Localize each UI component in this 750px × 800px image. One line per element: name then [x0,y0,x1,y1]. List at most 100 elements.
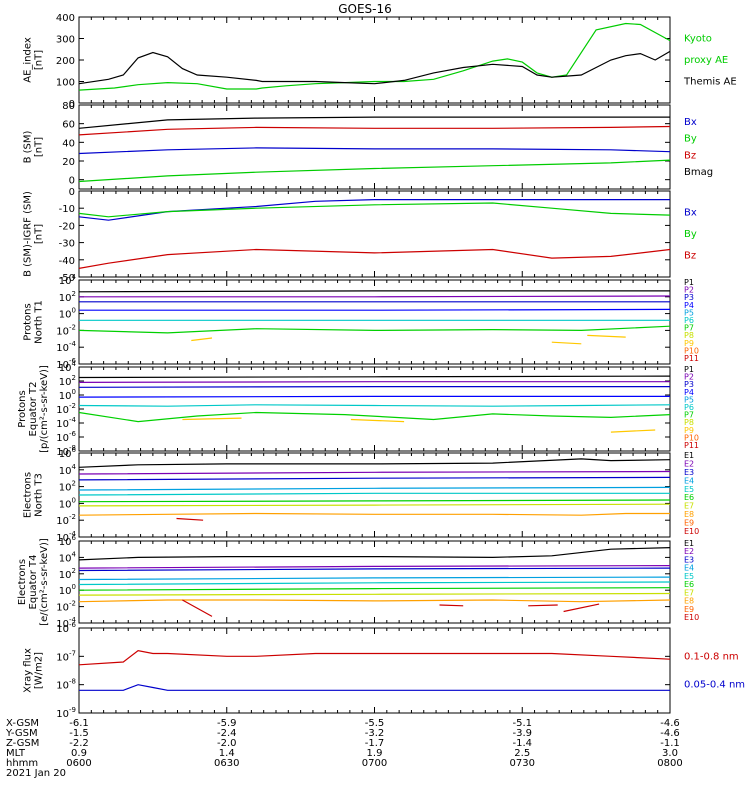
y-tick-label: 10-6 [56,621,76,635]
legend-entry: E5 [684,485,694,494]
y-tick-label: 104 [59,550,77,564]
y-tick-label: -50 [59,273,75,284]
x-axis-value: -5.5 [365,718,385,729]
series-line [182,599,213,617]
legend-entry: proxy AE [684,55,728,66]
legend-entry: 0.1-0.8 nm [684,651,739,662]
series-line [78,147,671,155]
legend-entry: P8 [684,418,694,427]
series-line [587,334,626,338]
legend-entry: P10 [684,433,699,442]
date-label: 2021 Jan 20 [6,768,66,779]
legend-entry: 0.05-0.4 nm [684,680,745,691]
y-tick-label: -10 [59,204,75,215]
legend-entry: E4 [684,564,694,573]
panel-frame [78,279,671,365]
series-line [78,125,671,136]
legend-entry: P4 [684,301,694,310]
series-line [528,604,558,607]
legend-entry: P7 [684,411,694,420]
x-axis-value: -1.5 [69,728,89,739]
legend-entry: P10 [684,346,699,355]
series-line [176,517,204,521]
x-axis-row-label: Z-GSM [6,738,39,749]
panel-1: 0 100 200 300 400 AE_index [nT] Kyoto proxy AE Th… [23,13,737,110]
y-axis-label: Protons [17,390,28,427]
legend-entry: P11 [684,441,699,450]
series-line [350,418,405,423]
series-line [79,295,671,298]
y-tick-label: 10-6 [56,430,76,444]
legend-entry: P5 [684,395,694,404]
x-axis-value: 0800 [657,758,682,769]
legend-entry: E1 [684,451,694,460]
legend-entry: E6 [684,493,694,502]
series-line [78,492,670,496]
y-axis-label: Equator T4 [28,555,39,610]
legend-entry: P9 [684,426,694,435]
y-tick-label: 100 [56,78,75,89]
y-axis-label: AE_index [23,37,34,83]
legend-entry: E6 [684,580,694,589]
series-line [78,592,671,596]
y-tick-label: 10-2 [56,323,76,337]
y-axis-label: [nT] [34,224,45,244]
panel-7: 10-4 10-2 100 102 104 106 Electrons Equator T4[… [17,534,699,630]
legend-entry: Themis AE [683,77,737,88]
x-axis-value: -4.6 [660,728,680,739]
legend-entry: P9 [684,339,694,348]
series-line [78,581,671,586]
series-line [78,564,671,569]
y-axis-label: [nT] [34,50,45,70]
legend-entry: By [684,229,697,240]
y-axis-label: [e/(cm²-s-sr-keV)] [39,538,50,626]
y-tick-label: 10-4 [56,530,76,544]
panel-frame [78,627,671,714]
legend-entry: Bz [684,150,696,161]
y-tick-label: -30 [59,239,75,250]
y-axis-label: [W/m2] [34,652,45,689]
y-tick-label: 10-2 [56,513,76,527]
legend-entry: Bx [684,117,697,128]
legend-entry: E10 [684,613,699,622]
x-axis-value: -4.6 [660,718,680,729]
series-line [78,159,671,183]
series-line [78,599,671,603]
legend-entry: By [684,134,697,145]
y-tick-label: 200 [56,56,75,67]
y-axis-label: Electrons [23,472,34,518]
series-line [79,684,670,691]
series-line [78,411,671,423]
y-tick-label: 100 [59,307,76,321]
x-axis-value: -1.7 [365,738,385,749]
y-tick-label: 10-4 [56,416,76,430]
series-line [78,395,670,398]
y-axis-label: B (SM)-IGRF (SM) [23,191,34,277]
legend-entry: P3 [684,293,694,302]
plot-title: GOES-16 [338,2,392,16]
legend-entry: E3 [684,555,694,564]
panel-frame [78,366,671,452]
legend-entry: E7 [684,502,694,511]
legend-entry: P6 [684,403,694,412]
y-tick-label: 0 [69,176,75,187]
series-line [78,290,670,293]
y-tick-label: 106 [59,534,77,548]
y-tick-label: 100 [59,583,76,597]
x-axis-value: -2.2 [69,738,89,749]
y-tick-label: 10-2 [56,600,76,614]
y-tick-label: 10-8 [56,678,76,692]
legend-entry: E10 [684,527,699,536]
panel-frame [78,16,671,104]
y-tick-label: 0 [69,187,75,198]
legend-entry: E9 [684,605,694,614]
panel-frame [78,190,671,278]
series-line [563,603,600,613]
series-line [78,567,671,572]
x-axis-value: 0700 [362,758,387,769]
y-axis-label: North T3 [34,473,45,517]
